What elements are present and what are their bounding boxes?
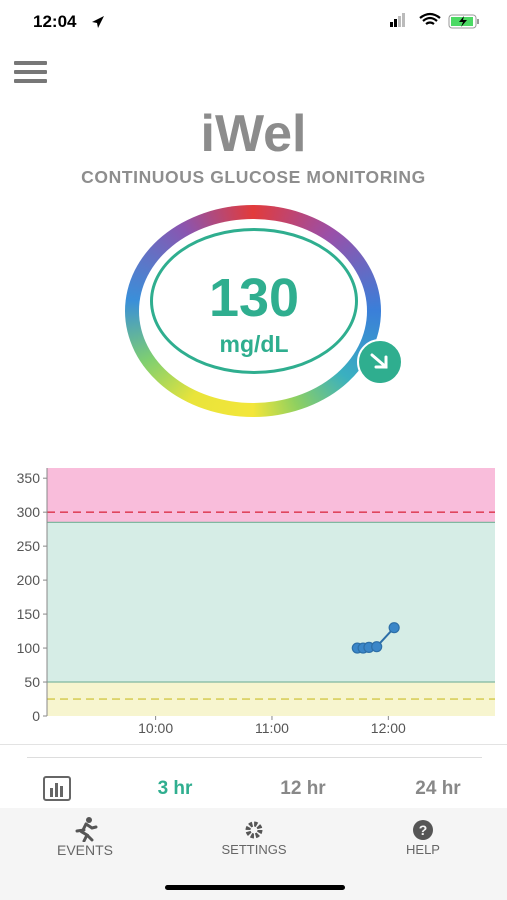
- nav-label[interactable]: HELP: [406, 842, 440, 857]
- home-indicator: [165, 885, 345, 890]
- y-tick-label: 200: [17, 572, 41, 588]
- glucose-point: [371, 641, 383, 653]
- app-title: iWel: [200, 105, 307, 163]
- nav-label[interactable]: SETTINGS: [221, 842, 287, 857]
- reading-circle: [150, 228, 358, 374]
- glucose-unit: mg/dL: [219, 331, 289, 357]
- y-tick-label: 50: [24, 674, 40, 690]
- nav-label[interactable]: EVENTS: [56, 842, 113, 858]
- events-icon[interactable]: [73, 816, 99, 842]
- trend-arrow[interactable]: [356, 339, 404, 385]
- app-subtitle: CONTINUOUS GLUCOSE MONITORING: [81, 167, 426, 187]
- divider: [0, 744, 507, 745]
- range-band: [47, 468, 495, 523]
- y-tick-label: 0: [32, 708, 40, 724]
- y-tick-label: 150: [17, 606, 41, 622]
- status-time: 12:04: [33, 12, 77, 31]
- location-icon: [92, 16, 104, 28]
- x-tick-label: 10:00: [138, 720, 173, 736]
- tab[interactable]: 12 hr: [280, 778, 326, 799]
- glucose-point: [388, 622, 400, 634]
- range-band: [47, 522, 495, 683]
- x-tick-label: 11:00: [255, 720, 289, 736]
- y-tick-label: 250: [17, 538, 41, 554]
- chart-icon[interactable]: [43, 776, 71, 802]
- svg-text:?: ?: [419, 822, 428, 838]
- menu-button[interactable]: [14, 60, 48, 86]
- glucose-value: 130: [208, 268, 300, 328]
- divider: [27, 757, 482, 758]
- x-tick-label: 12:00: [371, 720, 406, 736]
- y-tick-label: 300: [17, 504, 41, 520]
- glucose-chart: 0 50 100 150 200 250 300 350 10:00 11:00 12:00: [17, 468, 495, 736]
- settings-icon[interactable]: [244, 820, 264, 840]
- tab[interactable]: 24 hr: [415, 778, 461, 799]
- y-tick-label: 350: [17, 470, 41, 486]
- tab[interactable]: 3 hr: [157, 778, 193, 799]
- status-icons: [390, 12, 479, 29]
- y-tick-label: 100: [17, 640, 41, 656]
- help-icon[interactable]: ?: [412, 819, 434, 841]
